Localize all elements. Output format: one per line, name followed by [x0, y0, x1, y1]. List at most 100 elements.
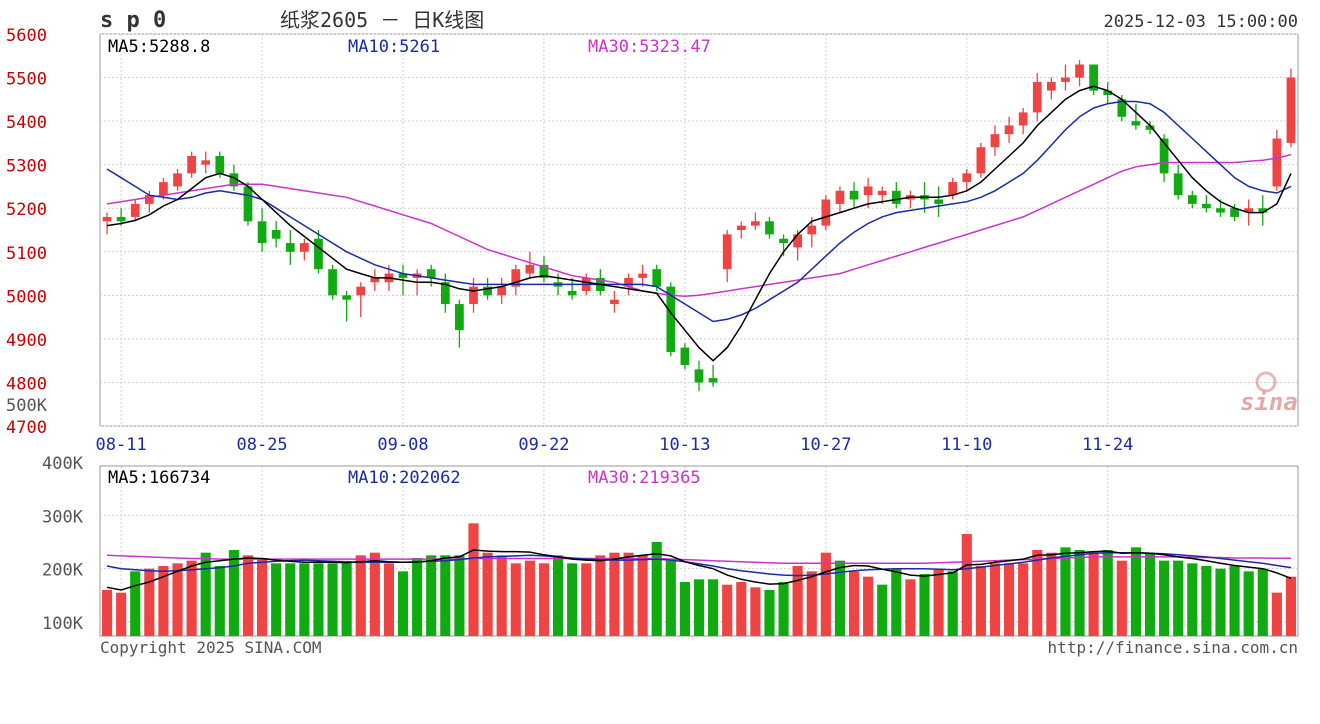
candles — [102, 60, 1296, 392]
volume-ma30-line — [106, 554, 1291, 565]
volume-bar-up — [736, 582, 747, 636]
volume-scale-extra-label: 500K — [6, 396, 48, 416]
volume-bar-down — [891, 568, 902, 636]
volume-tick-label: 100K — [42, 614, 84, 634]
source-url-text: http://finance.sina.com.cn — [1048, 638, 1298, 657]
price-y-axis: 4700 4800 4900 5000 5100 5200 5300 5400 5500 5600… — [6, 26, 48, 438]
candle-body — [398, 273, 408, 278]
candle-body — [1272, 138, 1282, 187]
candle-body — [102, 216, 112, 222]
candle-body — [934, 199, 943, 204]
candle-down — [765, 216, 774, 239]
candle-body — [948, 182, 958, 196]
candle-up — [821, 195, 831, 230]
volume-bar-up — [792, 566, 803, 636]
candle-up — [299, 238, 309, 261]
candle-body — [483, 286, 492, 296]
volume-tick-label: 400K — [42, 454, 84, 474]
candle-up — [102, 212, 112, 235]
price-panel-frame — [99, 33, 1299, 427]
candle-body — [962, 173, 972, 183]
candle-down — [243, 182, 253, 226]
date-tick-label: 09-22 — [518, 435, 569, 455]
volume-bar-down — [693, 579, 705, 636]
volume-bar-up — [468, 523, 479, 636]
candle-up — [1061, 64, 1070, 91]
volume-bar-down — [1243, 571, 1254, 636]
volume-bar-down — [1130, 547, 1141, 636]
ma30-line — [106, 153, 1292, 297]
candle-body — [525, 264, 535, 274]
candle-down — [708, 365, 718, 387]
candle-up — [356, 282, 366, 318]
candle-body — [891, 190, 901, 204]
price-tick-label: 5300 — [6, 157, 47, 177]
candle-body — [116, 216, 126, 222]
volume-bar-up — [863, 576, 874, 636]
volume-bar-up — [609, 552, 620, 636]
candle-body — [201, 160, 211, 165]
volume-bar-up — [1285, 576, 1297, 636]
date-tick-label: 11-24 — [1082, 435, 1133, 455]
candle-body — [1075, 64, 1084, 78]
candle-up — [722, 230, 732, 283]
volume-bar-down — [341, 563, 352, 636]
volume-bar-up — [623, 552, 634, 636]
candle-body — [271, 230, 281, 239]
volume-bar-down — [1060, 547, 1071, 636]
candle-body — [1117, 99, 1127, 117]
candle-up — [187, 151, 196, 178]
candle-down — [342, 290, 352, 322]
candle-up — [1272, 129, 1282, 191]
candle-body — [610, 299, 619, 305]
volume-bar-down — [651, 542, 662, 636]
volume-bar-down — [947, 571, 958, 636]
volume-bar-up — [595, 555, 606, 636]
volume-bar-up — [158, 566, 169, 636]
ma5-line — [106, 85, 1292, 362]
candle-down — [314, 230, 323, 274]
volume-bar-up — [806, 571, 817, 636]
candle-up — [751, 212, 760, 230]
candle-body — [652, 269, 662, 287]
candle-down — [680, 343, 690, 370]
candle-down — [539, 256, 549, 283]
candle-body — [736, 225, 746, 230]
volume-bar-up — [482, 552, 493, 636]
candle-body — [1004, 125, 1014, 135]
candle-body — [328, 269, 337, 296]
price-tick-label: 4700 — [6, 418, 47, 438]
volume-bar-down — [228, 550, 239, 636]
volume-bar-down — [764, 590, 775, 636]
candle-down — [1103, 81, 1113, 104]
candle-body — [807, 225, 817, 235]
volume-bar-up — [257, 558, 268, 636]
price-tick-label: 5500 — [6, 70, 47, 90]
candle-up — [130, 199, 140, 222]
sina-watermark: sina — [1240, 371, 1298, 416]
candle-body — [765, 221, 774, 235]
candle-body — [285, 243, 295, 252]
candle-down — [1089, 64, 1099, 95]
volume-tick-label: 300K — [42, 507, 84, 527]
candle-body — [173, 173, 182, 187]
volume-bar-down — [1074, 550, 1085, 636]
volume-bar-down — [1159, 560, 1170, 636]
price-tick-label: 5000 — [6, 287, 47, 307]
volume-bar-up — [538, 563, 550, 636]
candle-up — [990, 125, 1000, 156]
candle-body — [751, 221, 760, 226]
date-tick-label: 10-27 — [800, 435, 851, 455]
candle-body — [130, 203, 140, 217]
volume-bar-down — [1144, 552, 1156, 636]
volume-bar-down — [313, 563, 324, 636]
candle-up — [511, 264, 521, 296]
volume-bar-down — [1173, 560, 1184, 636]
date-tick-label: 09-08 — [377, 435, 428, 455]
candle-down — [1187, 190, 1197, 209]
candle-up — [370, 269, 380, 291]
volume-bar-down — [919, 574, 930, 636]
candle-up — [962, 169, 972, 191]
candle-body — [779, 238, 788, 244]
candle-up — [610, 290, 619, 313]
